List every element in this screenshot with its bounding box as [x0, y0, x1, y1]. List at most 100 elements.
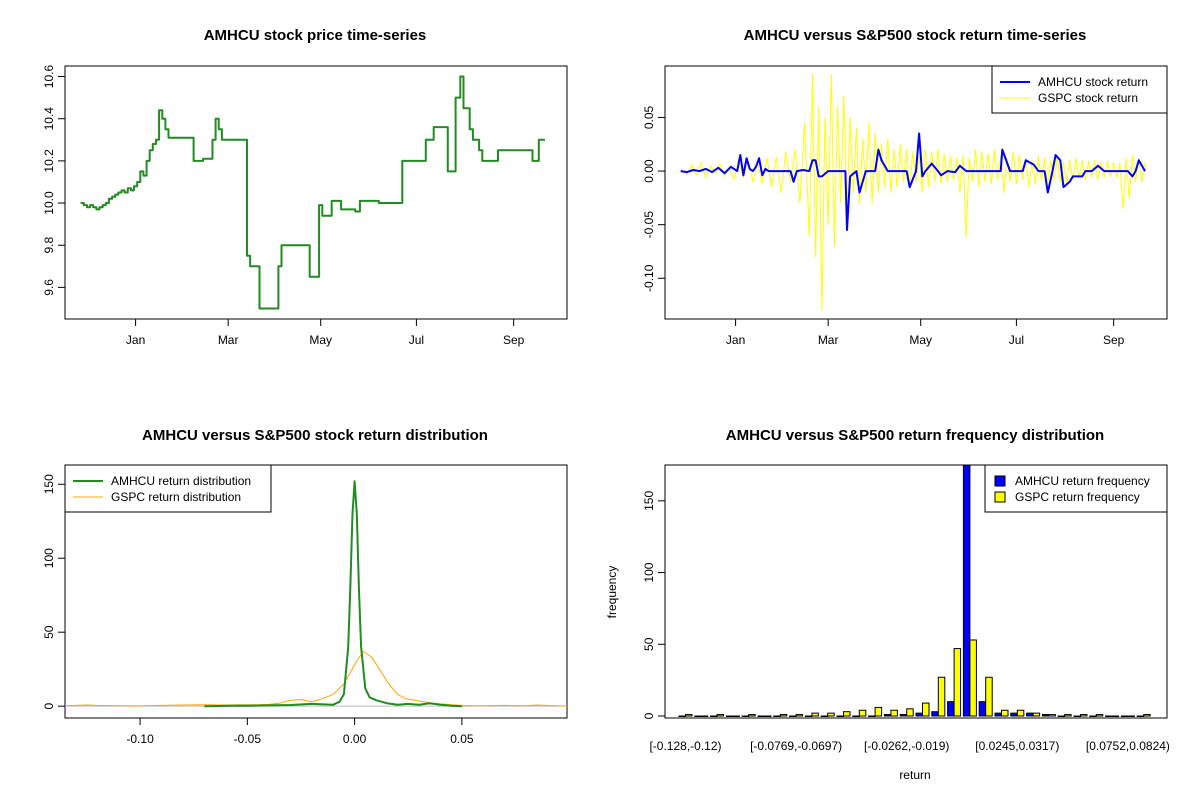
panel4-ytick-label-2: 100 — [642, 562, 656, 582]
gspc-freq-bar-9 — [827, 712, 835, 717]
gspc-freq-bar-19 — [985, 676, 993, 717]
panel3-xtick-label-3: 0.05 — [450, 732, 474, 746]
gspc-freq-bar-7 — [795, 714, 804, 717]
gspc-freq-bar-23 — [1048, 714, 1056, 717]
amhcu-freq-bar-17 — [947, 701, 955, 717]
amhcu-freq-bar-26 — [1089, 715, 1097, 717]
price-series-line — [80, 75, 545, 310]
panel2-xtick-label-2: May — [909, 333, 932, 347]
amhcu-freq-bar-4 — [741, 715, 750, 717]
panel4-xtick-label-3: [0.0245,0.0317) — [975, 739, 1059, 753]
panel4-legend-swatch-0 — [994, 475, 1006, 487]
panel4-legend-label-1: GSPC return frequency — [1015, 490, 1140, 504]
gspc-freq-bar-16 — [937, 676, 946, 717]
amhcu-freq-bar-5 — [757, 715, 765, 717]
panel2-legend-box — [991, 65, 1168, 114]
panel3-ytick-label-2: 100 — [42, 548, 56, 568]
panel4-ytick-label-3: 150 — [642, 491, 656, 511]
panel-price-timeseries: 9.6 9.8 10.0 10.2 10.4 10.6 Jan Mar May Jul Sep — [42, 65, 545, 347]
panel3-legend-box — [64, 464, 272, 513]
amhcu-freq-bar-29 — [1136, 715, 1145, 717]
panel1-ytick-label-4: 10.4 — [42, 107, 56, 131]
panel2-xtick-label-1: Mar — [818, 333, 839, 347]
gspc-freq-bar-25 — [1080, 714, 1088, 717]
panel1-plot-frame — [64, 65, 568, 320]
amhcu-return-line — [680, 132, 1146, 231]
gspc-freq-bar-12 — [874, 706, 883, 717]
panel3-ytick-label-1: 50 — [42, 625, 56, 639]
amhcu-freq-bar-11 — [852, 715, 860, 717]
panel4-xtick-label-4: [0.0752,0.0824) — [1086, 739, 1170, 753]
gspc-freq-bar-4 — [748, 714, 756, 717]
amhcu-freq-bar-16 — [931, 711, 939, 717]
gspc-density-line — [64, 650, 568, 707]
gspc-freq-bar-20 — [1001, 709, 1009, 717]
gspc-freq-bar-18 — [969, 639, 977, 717]
panel2-legend-label-0: AMHCU stock return — [1038, 75, 1148, 89]
panel3-legend-label-1: GSPC return distribution — [111, 490, 241, 504]
panel1-xtick-label-3: Jul — [409, 333, 424, 347]
amhcu-freq-bar-12 — [868, 715, 876, 717]
panel1-title: AMHCU stock price time-series — [204, 27, 427, 44]
panel1-ytick-label-5: 10.6 — [42, 65, 56, 89]
panel4-xtick-label-1: [-0.0769,-0.0697) — [750, 739, 842, 753]
panel3-xtick-label-0: -0.10 — [126, 732, 154, 746]
panel4-legend-swatch-1 — [994, 491, 1006, 503]
amhcu-freq-bar-18 — [962, 464, 971, 717]
panel3-xtick-label-2: 0.00 — [343, 732, 367, 746]
gspc-freq-bar-14 — [906, 708, 914, 717]
panel4-ytick-label-0: 0 — [642, 712, 656, 719]
panel1-ytick-label-1: 9.8 — [42, 237, 56, 254]
panel1-xtick-label-4: Sep — [503, 333, 525, 347]
panel2-title: AMHCU versus S&P500 stock return time-se… — [744, 27, 1087, 44]
panel3-ytick-label-3: 150 — [42, 474, 56, 494]
gspc-freq-bar-8 — [811, 712, 819, 717]
panel4-plot-frame — [664, 464, 1168, 719]
amhcu-freq-bar-2 — [710, 715, 718, 717]
gspc-freq-bar-26 — [1095, 714, 1104, 717]
gspc-freq-bar-24 — [1064, 714, 1072, 717]
amhcu-freq-bar-20 — [994, 712, 1002, 717]
gspc-return-line — [680, 74, 1146, 311]
amhcu-freq-bar-6 — [773, 715, 781, 717]
gspc-freq-bar-1 — [700, 715, 709, 717]
panel4-legend-label-0: AMHCU return frequency — [1015, 474, 1150, 488]
gspc-freq-bar-28 — [1127, 715, 1135, 717]
panel3-xtick-label-1: -0.05 — [234, 732, 262, 746]
panel4-title: AMHCU versus S&P500 return frequency dis… — [726, 427, 1104, 444]
gspc-freq-bar-5 — [764, 715, 772, 717]
gspc-freq-bar-2 — [716, 714, 725, 717]
panel2-xtick-label-4: Sep — [1103, 333, 1125, 347]
gspc-freq-bar-15 — [922, 702, 930, 717]
panel1-ytick-label-0: 9.6 — [42, 279, 56, 296]
panel1-xtick-label-2: May — [309, 333, 332, 347]
gspc-freq-bar-13 — [890, 709, 898, 717]
panel2-ytick-label-2: 0.00 — [642, 159, 656, 183]
amhcu-freq-bar-15 — [915, 712, 923, 717]
panel4-ylabel: frequency — [605, 566, 619, 619]
panel2-ytick-label-0: -0.10 — [642, 264, 656, 292]
panel-return-frequency: 0 50 100 150 [-0.128,-0.12) [-0.0769,-0.0697)… — [642, 464, 1170, 753]
panel3-legend-label-0: AMHCU return distribution — [111, 474, 251, 488]
panel2-legend-label-1: GSPC stock return — [1038, 91, 1138, 105]
panel1-xtick-label-0: Jan — [126, 333, 145, 347]
amhcu-freq-bar-25 — [1073, 715, 1081, 717]
panel2-ytick-label-3: 0.05 — [642, 105, 656, 129]
panel3-plot-frame — [64, 464, 568, 719]
panel-return-timeseries: -0.10 -0.05 0.00 0.05 Jan Mar May Jul Sep AMHCU s… — [642, 65, 1168, 347]
amhcu-freq-bar-13 — [883, 714, 892, 717]
panel3-ytick-label-0: 0 — [42, 703, 56, 710]
panel1-ytick-label-2: 10.0 — [42, 191, 56, 215]
amhcu-freq-bar-7 — [789, 715, 797, 717]
panel2-xtick-label-0: Jan — [726, 333, 745, 347]
amhcu-freq-bar-9 — [820, 715, 829, 717]
panel1-ytick-label-3: 10.2 — [42, 149, 56, 173]
gspc-freq-bar-0 — [685, 714, 693, 717]
amhcu-freq-bar-19 — [978, 701, 987, 717]
amhcu-freq-bar-28 — [1120, 715, 1129, 717]
panel2-xtick-label-3: Jul — [1009, 333, 1024, 347]
amhcu-freq-bar-21 — [1010, 712, 1018, 717]
panel4-xtick-label-0: [-0.128,-0.12) — [649, 739, 721, 753]
